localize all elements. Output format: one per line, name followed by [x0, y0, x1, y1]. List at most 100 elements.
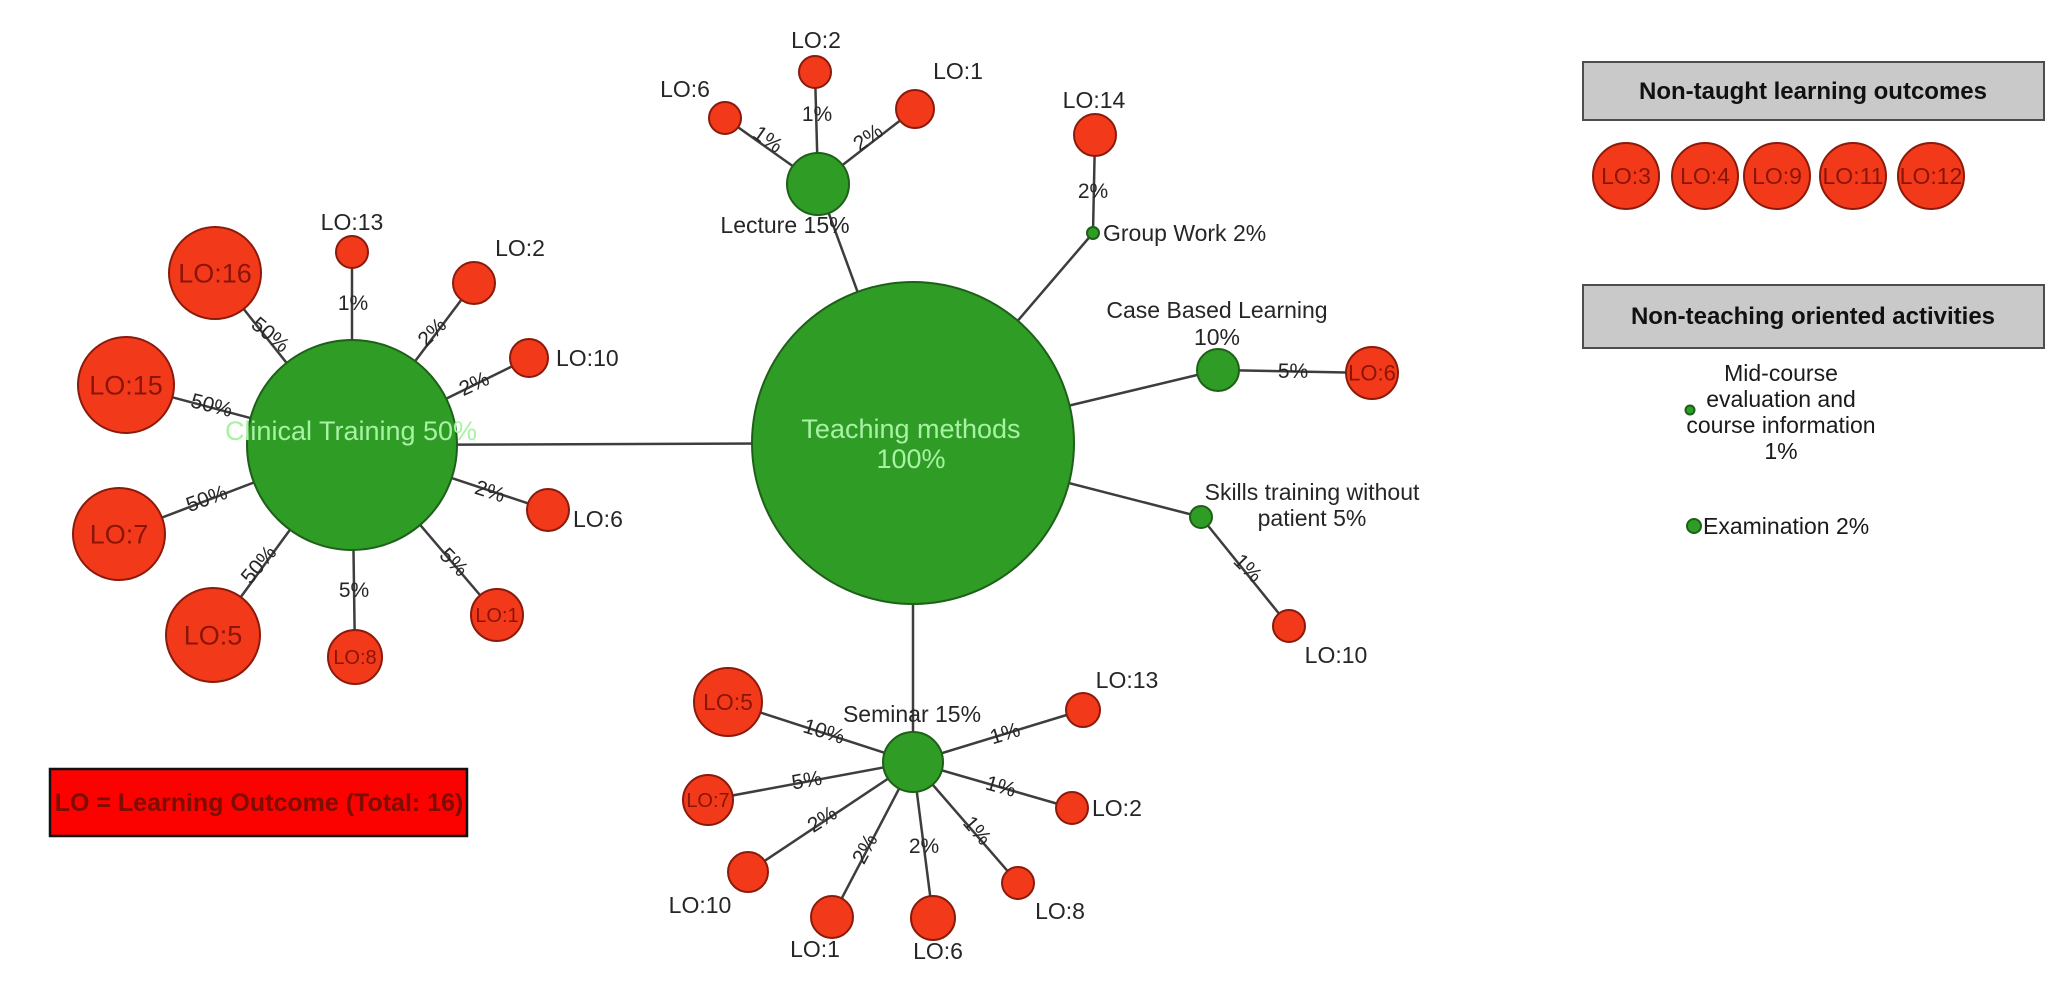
label-teaching-line-2: 100% [876, 444, 945, 474]
label-seminar-lo8: LO:8 [1035, 898, 1085, 924]
examination-label: Examination 2% [1703, 513, 1869, 539]
non-teaching-header-box [1582, 284, 2045, 349]
label-clinical-lo2: LO:2 [495, 235, 545, 261]
node-seminar-lo13 [1065, 692, 1101, 728]
label-clinical-lo7: LO:7 [90, 519, 149, 549]
pct-clinical-lo5: 50% [237, 541, 282, 588]
node-case-based-learning [1196, 348, 1240, 392]
node-clinical-lo10 [509, 338, 549, 378]
node-groupwork-lo14 [1073, 113, 1117, 157]
node-clinical-lo8 [327, 629, 383, 685]
label-clinical-lo6: LO:6 [573, 506, 623, 532]
node-seminar-lo7 [682, 774, 734, 826]
non-taught-circle-label-5: LO:12 [1900, 163, 1963, 189]
label-groupwork-lo14: LO:14 [1063, 87, 1126, 113]
node-clinical-lo16 [168, 226, 262, 320]
midcourse-line-2: evaluation and [1706, 386, 1856, 412]
non-taught-circle-label-4: LO:11 [1823, 163, 1884, 189]
node-clinical-lo1 [470, 588, 524, 642]
label-clinical-lo10: LO:10 [556, 345, 619, 371]
label-lecture: Lecture 15% [720, 212, 849, 238]
label-clinical-line-1: Clinical Training 50% [225, 416, 477, 446]
node-case-lo6 [1345, 346, 1399, 400]
label-seminar-lo10: LO:10 [669, 892, 732, 918]
node-seminar-lo6 [910, 895, 956, 941]
pct-seminar-lo13: 1% [987, 718, 1023, 749]
label-case-based-learning-line-2: 10% [1194, 324, 1240, 350]
non-taught-header-box [1582, 61, 2045, 121]
label-seminar-lo5: LO:5 [703, 689, 753, 715]
legend: LO = Learning Outcome (Total: 16) [48, 767, 469, 838]
node-lecture-lo6 [708, 101, 742, 135]
pct-case-lo6: 5% [1278, 360, 1308, 383]
pct-lecture-lo1: 2% [849, 120, 887, 156]
node-lecture-lo1 [895, 89, 935, 129]
pct-seminar-lo5: 10% [800, 715, 847, 749]
legend-label: LO = Learning Outcome (Total: 16) [55, 789, 464, 817]
pct-clinical-lo8: 5% [339, 579, 369, 602]
label-seminar-lo6: LO:6 [913, 938, 963, 964]
node-seminar-lo5 [693, 667, 763, 737]
label-clinical-lo1: LO:1 [475, 605, 518, 627]
label-seminar-lo7: LO:7 [686, 790, 729, 812]
pct-seminar-lo7: 5% [790, 767, 824, 795]
node-skills-training [1189, 505, 1213, 529]
panel-non-teaching: Non-teaching oriented activities Mid-cou… [1582, 284, 2045, 539]
pct-groupwork-lo14: 2% [1078, 180, 1108, 203]
pct-clinical-lo10: 2% [456, 367, 493, 401]
node-seminar-lo8 [1001, 866, 1035, 900]
pct-seminar-lo1: 2% [848, 830, 883, 868]
non-taught-circle-2 [1671, 142, 1739, 210]
node-seminar-lo2 [1055, 791, 1089, 825]
label-seminar-lo1: LO:1 [790, 936, 840, 962]
node-clinical-lo2 [452, 261, 496, 305]
node-clinical-lo13 [335, 235, 369, 269]
non-taught-circle-5 [1897, 142, 1965, 210]
label-case-based-learning-line-1: Case Based Learning [1106, 297, 1327, 323]
label-skills-lo10: LO:10 [1305, 642, 1368, 668]
label-lecture-lo2: LO:2 [791, 27, 841, 53]
node-clinical-lo5 [165, 587, 261, 683]
pct-clinical-lo7: 50% [183, 481, 230, 517]
node-skills-lo10 [1272, 609, 1306, 643]
legend-box [48, 767, 469, 838]
node-lecture [786, 152, 850, 216]
label-lecture-lo6: LO:6 [660, 76, 710, 102]
node-seminar [882, 731, 944, 793]
midcourse-line-1: Mid-course [1724, 360, 1838, 386]
non-taught-circle-label-3: LO:9 [1752, 163, 1802, 189]
node-clinical [246, 339, 458, 551]
examination-bullet-dot [1686, 518, 1702, 534]
midcourse-line-3: course information [1686, 412, 1875, 438]
pct-lecture-lo2: 1% [802, 103, 832, 126]
panel-non-taught: Non-taught learning outcomes LO:3 LO:4 LO:… [1582, 61, 2045, 210]
label-seminar-lo13: LO:13 [1096, 667, 1159, 693]
label-clinical-lo8: LO:8 [333, 647, 376, 669]
pct-lecture-lo6: 1% [749, 122, 787, 158]
node-teaching [751, 281, 1075, 605]
label-case-lo6: LO:6 [1348, 361, 1396, 386]
label-clinical-lo5: LO:5 [184, 620, 243, 650]
pct-clinical-lo6: 2% [472, 476, 508, 507]
label-seminar-lo2: LO:2 [1092, 795, 1142, 821]
node-layer [72, 55, 1399, 941]
node-seminar-lo1 [810, 895, 854, 939]
edge-seminar-seminar-lo7 [707, 760, 914, 802]
node-groupwork [1086, 226, 1100, 240]
label-groupwork: Group Work 2% [1103, 220, 1266, 246]
non-taught-circle-label-1: LO:3 [1601, 163, 1651, 189]
edge-skills-training-skills-lo10 [1200, 516, 1290, 627]
edge-seminar-seminar-lo10 [747, 760, 914, 874]
label-clinical-lo15: LO:15 [89, 370, 163, 400]
pct-clinical-lo13: 1% [338, 292, 368, 315]
non-taught-circle-label-2: LO:4 [1680, 163, 1730, 189]
pct-clinical-lo16: 50% [247, 313, 294, 358]
label-skills-training-line-1: Skills training without [1205, 479, 1420, 505]
node-lecture-lo2 [798, 55, 832, 89]
pct-seminar-lo2: 1% [983, 772, 1019, 802]
label-skills-training-line-2: patient 5% [1258, 505, 1367, 531]
non-teaching-header-title: Non-teaching oriented activities [1631, 303, 1995, 330]
pct-seminar-lo8: 1% [958, 812, 995, 850]
